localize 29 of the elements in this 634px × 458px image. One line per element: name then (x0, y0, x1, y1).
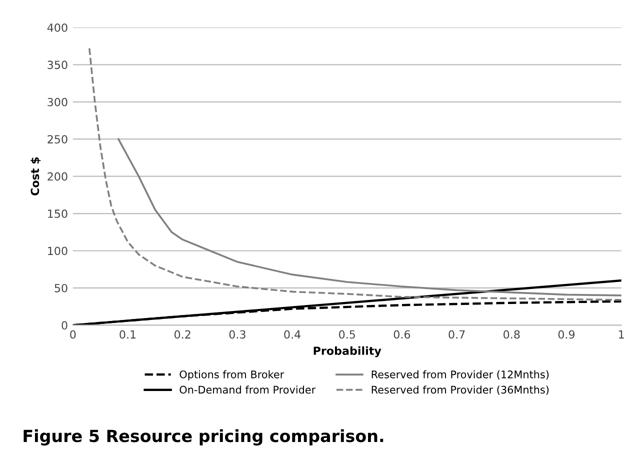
y-tick-label: 200 (48, 172, 68, 181)
legend-label: On-Demand from Provider (180, 386, 316, 394)
line-series (118, 138, 622, 296)
y-axis-title: Cost $ (30, 157, 41, 196)
x-tick-label: 1 (619, 330, 624, 338)
caption: Figure 5 Resource pricing comparison. (24, 429, 384, 446)
x-tick-label: 0.3 (229, 330, 246, 339)
y-tick-label: 300 (48, 98, 68, 106)
y-tick-label: 50 (54, 284, 68, 292)
y-tick-label: 250 (48, 135, 68, 144)
x-tick-label: 0 (70, 330, 76, 339)
legend-label: Reserved from Provider (36Mnths) (372, 386, 549, 395)
x-tick-label: 0.5 (339, 330, 355, 339)
legend-label: Reserved from Provider (12Mnths) (372, 370, 549, 380)
y-tick-label: 100 (48, 246, 68, 256)
x-tick-label: 0.4 (284, 330, 300, 339)
x-tick-label: 0.7 (448, 330, 465, 339)
y-tick-label: 350 (48, 60, 68, 70)
x-tick-label: 0.2 (174, 330, 190, 339)
y-tick-label: 150 (48, 210, 68, 218)
y-tick-label: 0 (62, 321, 68, 330)
x-tick-label: 0.9 (558, 330, 575, 339)
x-axis-title: Probability (314, 346, 382, 358)
x-tick-label: 0.1 (120, 330, 136, 339)
legend-label: Options from Broker (180, 370, 284, 380)
x-tick-label: 0.6 (394, 330, 410, 339)
line-series (88, 47, 622, 301)
y-tick-label: 400 (47, 23, 68, 32)
x-tick-label: 0.8 (504, 330, 520, 339)
